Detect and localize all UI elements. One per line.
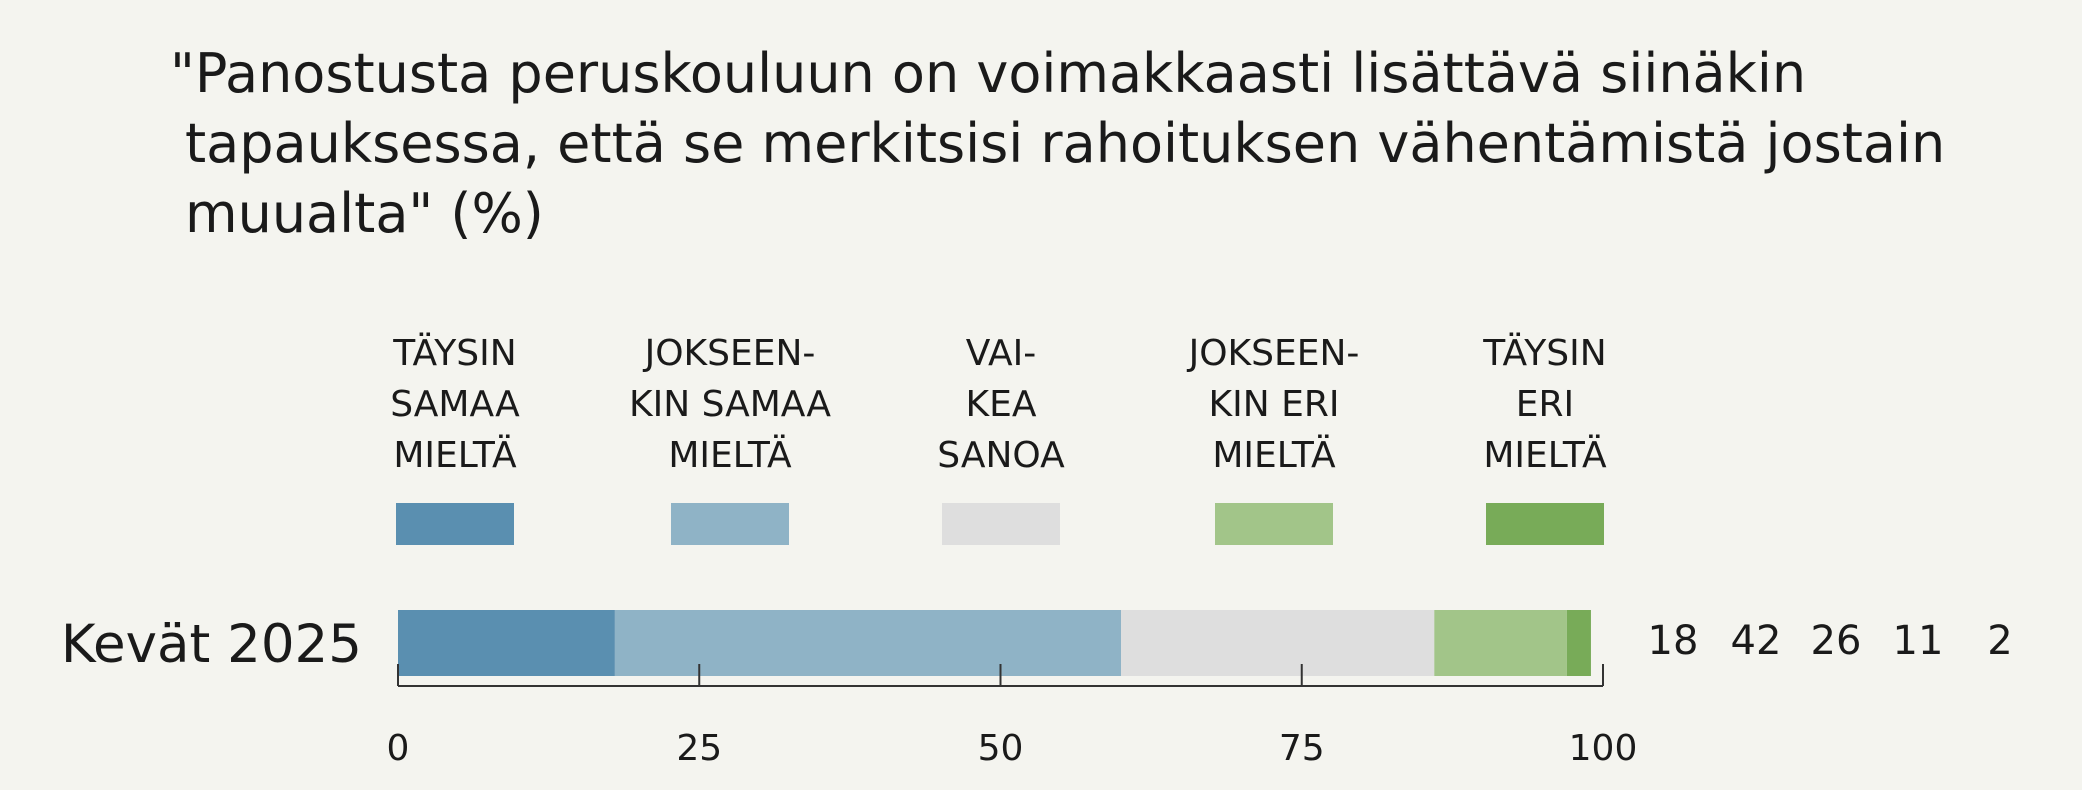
legend-label-line: TÄYSIN bbox=[392, 332, 516, 374]
bar-segment-2 bbox=[614, 610, 1121, 676]
legend-label-line: ERI bbox=[1516, 384, 1574, 425]
legend-item-3: VAI- KEA SANOA bbox=[937, 333, 1065, 545]
legend-label-line: VAI- bbox=[966, 333, 1037, 374]
legend-swatch bbox=[942, 503, 1060, 545]
x-axis: 0 25 50 75 100 bbox=[387, 664, 1638, 769]
chart-title-line-2: tapauksessa, että se merkitsisi rahoituk… bbox=[185, 112, 1945, 175]
legend-label-line: MIELTÄ bbox=[393, 434, 517, 476]
value-label-5: 2 bbox=[1987, 618, 2012, 664]
legend-label-line: SANOA bbox=[937, 435, 1065, 476]
value-label-4: 11 bbox=[1893, 618, 1944, 664]
bar-segment-1 bbox=[398, 610, 615, 676]
legend-swatch bbox=[1215, 503, 1333, 545]
legend-item-4: JOKSEEN- KIN ERI MIELTÄ bbox=[1187, 333, 1360, 545]
bar-segment-3 bbox=[1121, 610, 1435, 676]
chart-title-line-3: muualta" (%) bbox=[185, 182, 544, 245]
bar-segment-4 bbox=[1434, 610, 1567, 676]
x-tick-label: 75 bbox=[1279, 728, 1325, 769]
legend-swatch bbox=[396, 503, 514, 545]
legend-label-line: TÄYSIN bbox=[1482, 332, 1606, 374]
category-label: Kevät 2025 bbox=[61, 614, 362, 675]
legend-swatch bbox=[1486, 503, 1604, 545]
legend-item-1: TÄYSIN SAMAA MIELTÄ bbox=[390, 332, 520, 545]
legend-label-line: JOKSEEN- bbox=[643, 333, 816, 374]
legend-label-line: MIELTÄ bbox=[1483, 434, 1607, 476]
legend-label-line: MIELTÄ bbox=[1212, 434, 1336, 476]
x-tick-label: 100 bbox=[1569, 728, 1638, 769]
x-tick-label: 50 bbox=[978, 728, 1024, 769]
value-label-2: 42 bbox=[1731, 618, 1782, 664]
legend-label-line: KIN SAMAA bbox=[629, 384, 831, 425]
legend: TÄYSIN SAMAA MIELTÄ JOKSEEN- KIN SAMAA MIELTÄ… bbox=[390, 332, 1607, 545]
legend-label-line: KIN ERI bbox=[1209, 384, 1340, 425]
value-labels: 18 42 26 11 2 bbox=[1648, 618, 2013, 664]
chart-title-line-1: "Panostusta peruskouluun on voimakkaasti… bbox=[170, 42, 1806, 105]
bars: Kevät 2025 bbox=[61, 610, 1591, 676]
bar-segment-5 bbox=[1566, 610, 1591, 676]
value-label-1: 18 bbox=[1648, 618, 1699, 664]
legend-label-line: SAMAA bbox=[390, 384, 520, 425]
legend-item-2: JOKSEEN- KIN SAMAA MIELTÄ bbox=[629, 333, 831, 545]
chart-title: "Panostusta peruskouluun on voimakkaasti… bbox=[170, 42, 1945, 245]
legend-label-line: JOKSEEN- bbox=[1187, 333, 1360, 374]
legend-item-5: TÄYSIN ERI MIELTÄ bbox=[1482, 332, 1607, 545]
legend-label-line: MIELTÄ bbox=[668, 434, 792, 476]
x-tick-label: 25 bbox=[676, 728, 722, 769]
x-tick-label: 0 bbox=[387, 728, 410, 769]
legend-swatch bbox=[671, 503, 789, 545]
value-label-3: 26 bbox=[1811, 618, 1862, 664]
legend-label-line: KEA bbox=[966, 384, 1037, 425]
